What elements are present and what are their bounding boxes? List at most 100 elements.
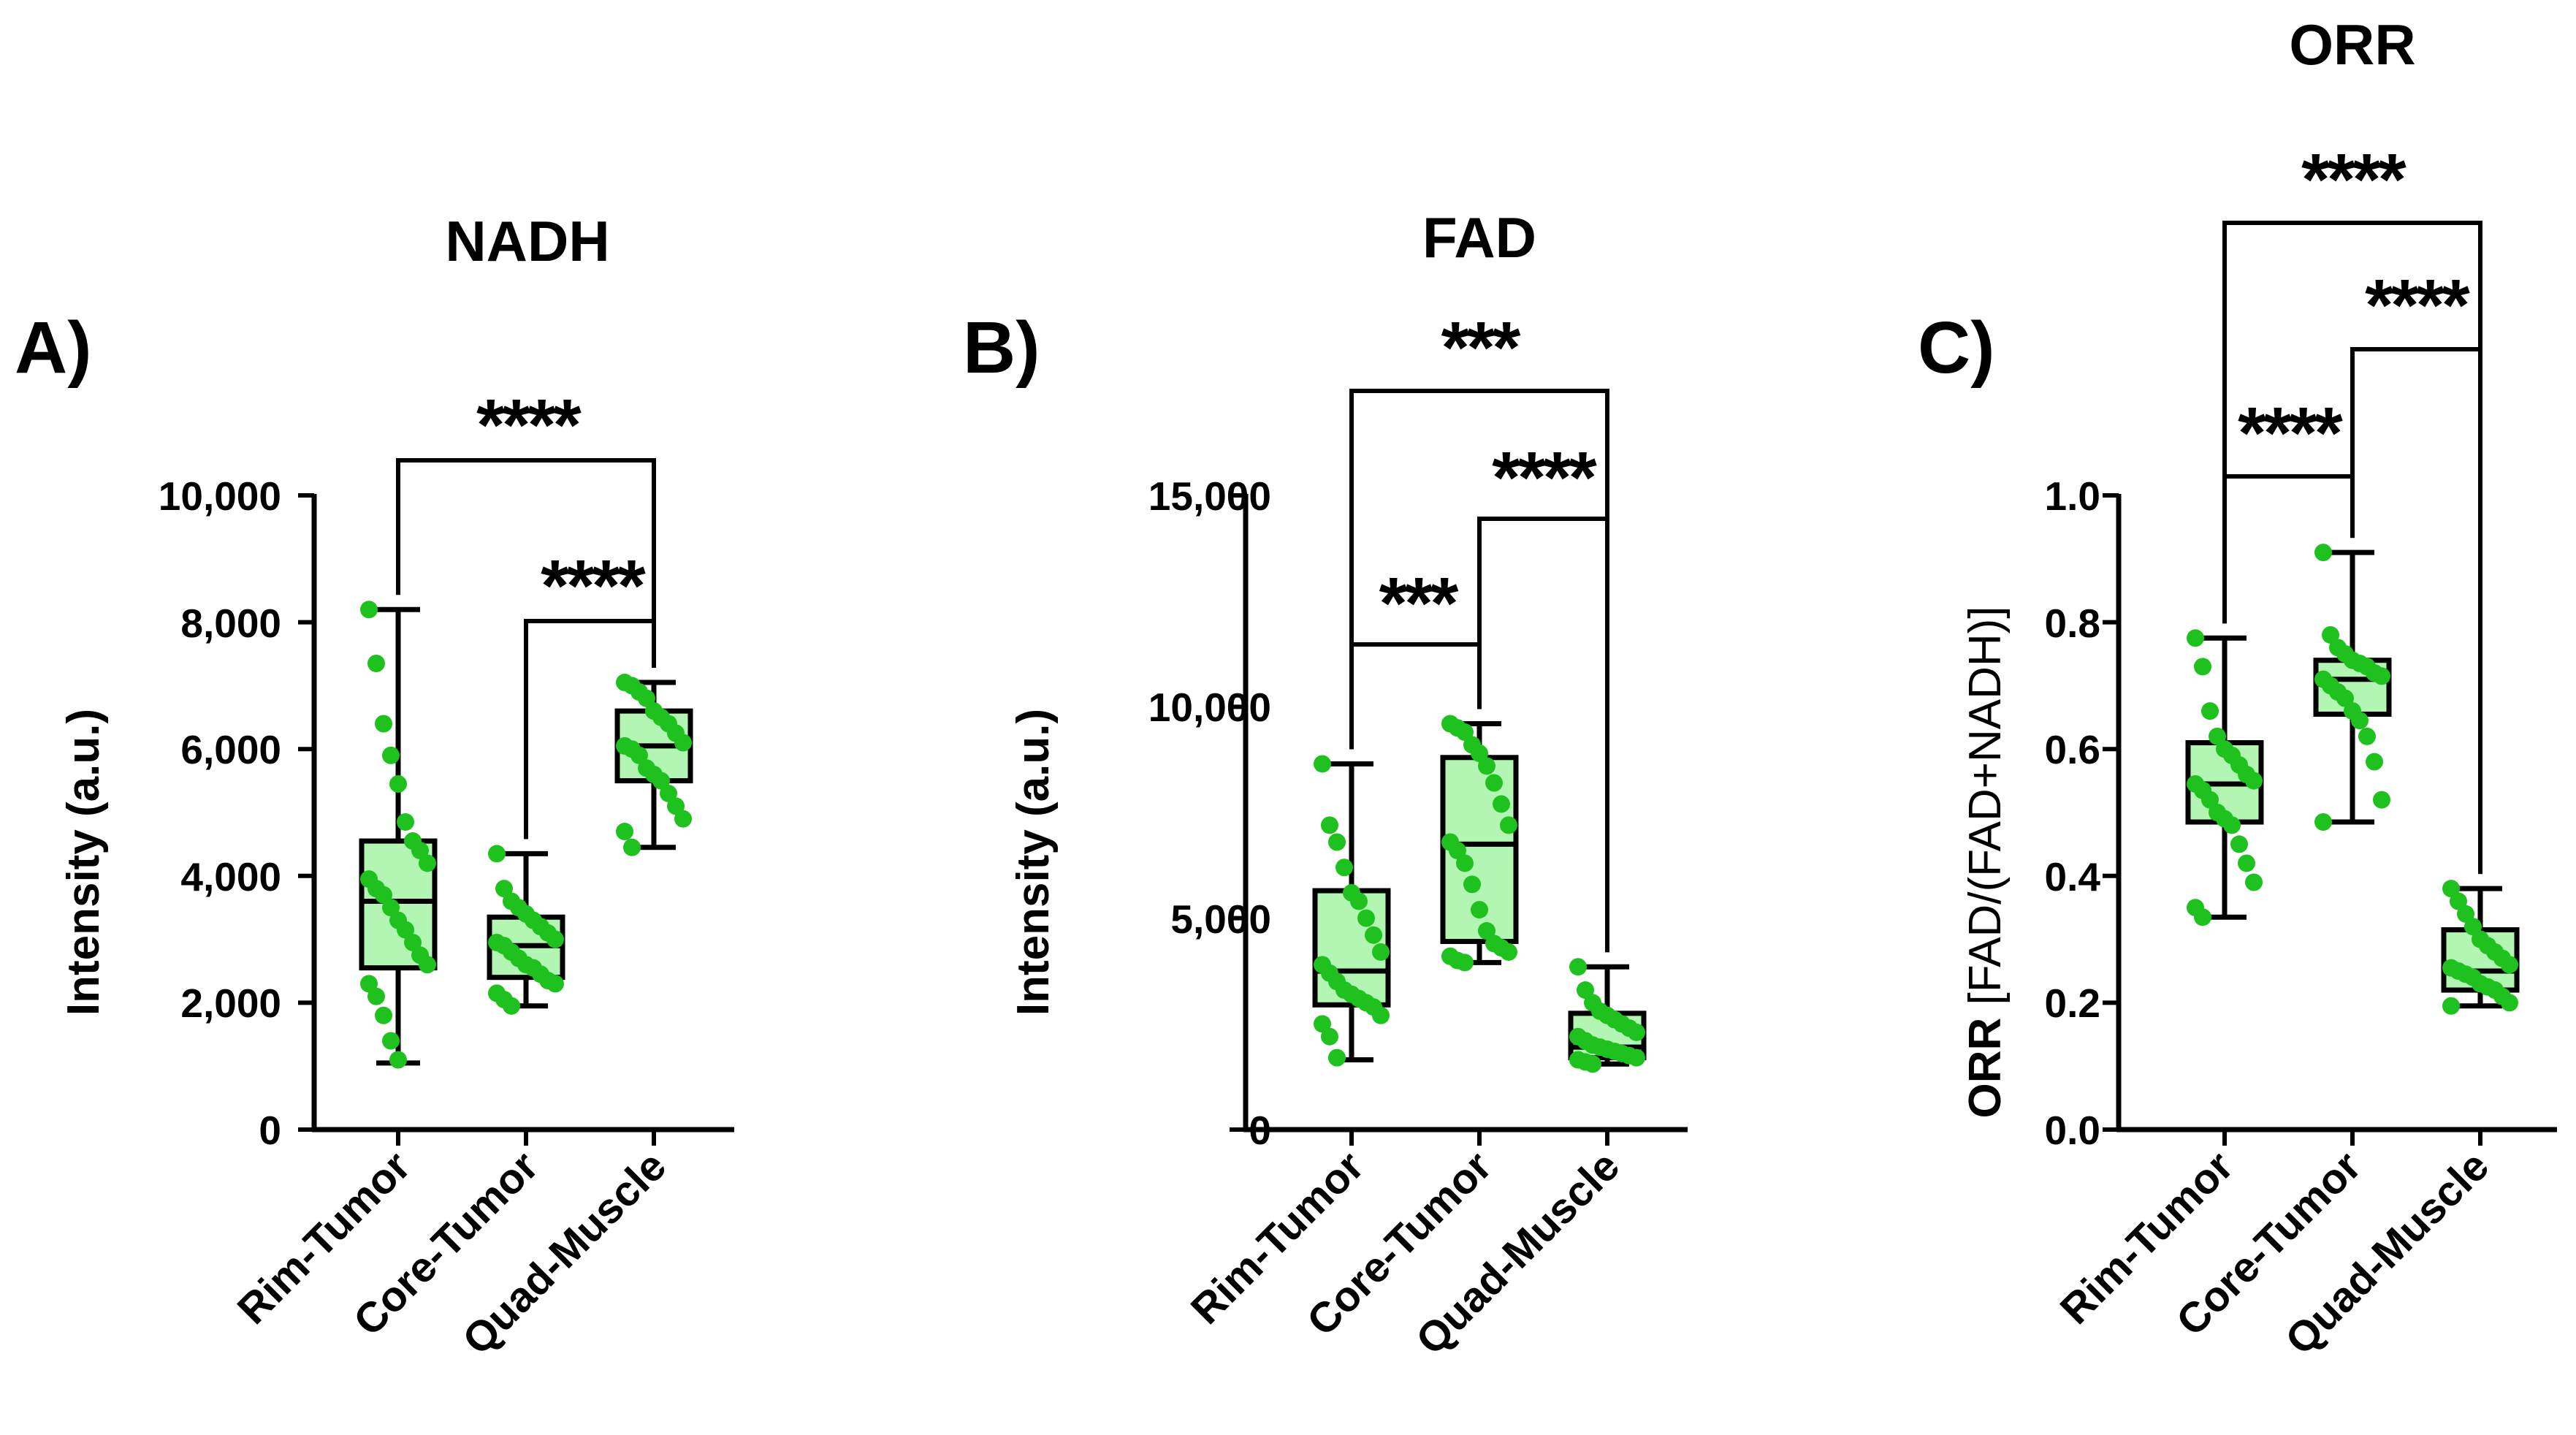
panel-c-box-rim-tumor-point: [2245, 772, 2263, 790]
panel-b-sig-bracket: [1477, 517, 1609, 953]
panel-b: FAD B) Intensity (a.u.) 0 5,000 10,000 1…: [963, 205, 1628, 1364]
panel-b-box-rim-tumor-point: [1321, 1027, 1338, 1046]
panel-a-sig-label: ****: [476, 384, 582, 466]
panel-b-box-rim-tumor-point: [1328, 833, 1346, 851]
panel-c-box-rim-tumor-point: [2209, 727, 2226, 745]
panel-c-sig-bracket: [2222, 474, 2355, 624]
panel-b-ytick-label: 5,000: [1170, 897, 1271, 942]
panel-a-ytick-label: 0: [259, 1108, 281, 1153]
panel-a-ytick-label: 2,000: [180, 981, 281, 1026]
panel-a-box-quad-muscle-point: [674, 734, 692, 752]
panel-c-sig-bracket: [2350, 347, 2482, 875]
panel-b-box-core-tumor-point: [1456, 723, 1474, 742]
panel-b-sig-label: ****: [1492, 437, 1597, 519]
panel-a-box-rim-tumor-point: [367, 655, 385, 673]
panel-b-box-core-tumor-point: [1471, 901, 1488, 919]
panel-a-label: A): [15, 307, 92, 389]
panel-a-box-quad-muscle-point: [630, 746, 648, 764]
panel-a-box-quad-muscle-point: [623, 838, 641, 856]
panel-b-box-core-tumor-point: [1500, 943, 1517, 961]
panel-c-sig-label: ****: [2365, 264, 2470, 346]
panel-a-box-rim-tumor-point: [360, 975, 378, 993]
panel-a-box-rim-tumor-point: [382, 1032, 400, 1050]
panel-c-box-quad-muscle-point: [2450, 892, 2467, 910]
panel-c-box-rim-tumor-point: [2245, 873, 2263, 891]
panel-a: NADH A) Intensity (a.u.) 0 2,000 4,000 6…: [15, 209, 675, 1364]
panel-a-ytick-labels: 0 2,000 4,000 6,000 8,000 10,000: [159, 473, 281, 1153]
panel-a-box-rim-tumor-point: [404, 933, 422, 951]
panel-b-box-rim-tumor-point: [1335, 859, 1353, 877]
panel-c-ytick-labels: 0.0 0.2 0.4 0.6 0.8 1.0: [2045, 473, 2101, 1153]
panel-b-box-rim-tumor-point: [1372, 943, 1390, 961]
panel-b-title: FAD: [1422, 205, 1536, 270]
panel-b-box-rim-tumor-point: [1321, 816, 1338, 834]
panel-c-box-quad-muscle-point: [2442, 997, 2460, 1015]
panel-b-box-rim-tumor-point: [1372, 1006, 1390, 1024]
panel-a-ytick-label: 8,000: [180, 601, 281, 646]
panel-c-box-rim-tumor-point: [2238, 854, 2255, 872]
panel-a-category-labels: Rim-Tumor Core-Tumor Quad-Muscle: [229, 1142, 676, 1363]
panel-a-box-rim-tumor-point: [375, 886, 392, 904]
panel-b-significance-labels: *** **** ***: [1379, 307, 1600, 644]
panel-c-box-rim-tumor-point: [2194, 658, 2211, 676]
panel-b-category-labels: Rim-Tumor Core-Tumor Quad-Muscle: [1182, 1142, 1629, 1363]
panel-a-box-rim-tumor-point: [389, 1051, 407, 1069]
panel-b-sig-label: ***: [1379, 563, 1459, 644]
panel-a-box-quad-muscle-point: [660, 784, 677, 802]
panel-a-box-rim-tumor-point: [389, 774, 407, 793]
panel-b-ytick-label: 15,000: [1148, 473, 1271, 519]
panel-a-box-rim-tumor-point: [367, 987, 385, 1005]
panel-b-box-quad-muscle-point: [1628, 1048, 1645, 1067]
panel-c-significance-labels: **** **** ****: [2238, 139, 2473, 474]
panel-a-box-quad-muscle-point: [616, 823, 633, 841]
panel-c-category-labels: Rim-Tumor Core-Tumor Quad-Muscle: [2051, 1142, 2499, 1363]
panel-c-box-quad-muscle-point: [2501, 956, 2518, 974]
panel-c-box-rim-tumor-point: [2194, 908, 2211, 926]
panel-a-title: NADH: [445, 209, 609, 273]
panel-b-box-quad-muscle-point: [1584, 1055, 1601, 1073]
panel-a-box-rim-tumor-point: [375, 1006, 392, 1024]
panel-b-box-core-tumor-point: [1500, 816, 1517, 834]
panel-c-box-quad-muscle-point: [2464, 918, 2482, 936]
panel-b-ylabel: Intensity (a.u.): [1008, 709, 1059, 1016]
panel-a-box-rim-tumor-point: [419, 854, 436, 872]
panel-a-box-quad-muscle-point: [652, 772, 670, 790]
panel-a-ytick-label: 6,000: [180, 727, 281, 772]
panel-b-sig-label: ***: [1441, 307, 1521, 389]
panel-b-box-core-tumor-point: [1478, 757, 1495, 775]
panel-b-box-rim-tumor-point: [1328, 1048, 1346, 1067]
panel-a-significance-labels: **** ****: [476, 384, 649, 627]
panel-a-ytick-label: 4,000: [180, 854, 281, 899]
panel-c-ylabel-rest: [FAD/(FAD+NADH)]: [1960, 606, 2011, 1005]
panel-c-box-core-tumor-point: [2373, 791, 2390, 809]
panel-b-box-core-tumor-point: [1449, 842, 1466, 860]
panel-c-box-core-tumor-point: [2351, 712, 2369, 730]
panel-a-box-rim-tumor-point: [360, 601, 378, 619]
panel-c-box-rim-tumor-point: [2223, 816, 2241, 834]
panel-c-ylabel: ORR [FAD/(FAD+NADH)]: [1960, 606, 2011, 1118]
panel-c-sig-label: ****: [2301, 139, 2407, 221]
panel-c: ORR C) ORR [FAD/(FAD+NADH)] 0.0 0.2 0.4 …: [1918, 12, 2498, 1364]
panel-b-box-rim-tumor-point: [1365, 926, 1382, 944]
panel-c-ytick-label: 0.0: [2045, 1108, 2100, 1153]
panel-a-box-quad-muscle-point: [638, 689, 655, 707]
panel-a-box-core-tumor-point: [546, 930, 564, 948]
panel-b-box-quad-muscle-point: [1628, 1023, 1645, 1041]
panel-c-ytick-label: 1.0: [2045, 473, 2100, 519]
panel-b-box-rim-tumor-point: [1357, 909, 1375, 927]
panel-c-box-core-tumor-point: [2358, 727, 2376, 745]
panel-b-box-rim-tumor-point: [1350, 892, 1368, 910]
panel-b-box-core-tumor-point: [1471, 744, 1488, 762]
panel-a-box-rim-tumor-point: [375, 715, 392, 733]
panel-b-box-core-tumor-point: [1485, 774, 1503, 792]
panel-c-box-core-tumor-point: [2322, 625, 2339, 644]
panel-c-box-core-tumor-point: [2314, 544, 2332, 562]
panel-b-ytick-labels: 0 5,000 10,000 15,000: [1148, 473, 1271, 1153]
panel-c-ytick-label: 0.4: [2045, 854, 2101, 899]
panel-c-box-quad-muscle-point: [2501, 994, 2518, 1012]
panel-a-sig-bracket: [396, 458, 656, 669]
panel-a-ylabel: Intensity (a.u.): [58, 709, 109, 1016]
panel-c-box-core-tumor-point: [2336, 689, 2354, 707]
panel-a-box-quad-muscle-point: [674, 810, 692, 828]
panel-a-box-rim-tumor-point: [397, 921, 414, 939]
